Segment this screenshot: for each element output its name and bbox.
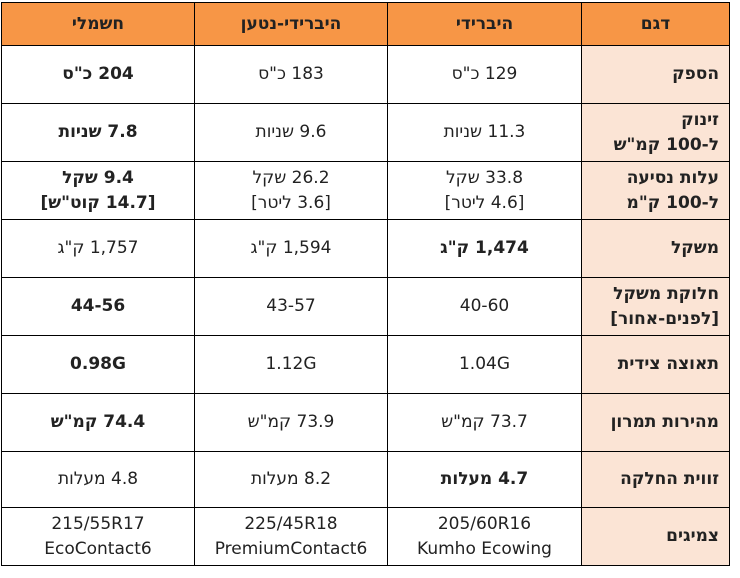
cell-cost-electric-consumption: [14.7 קוט"ש]	[40, 192, 156, 213]
label-power: הספק	[581, 45, 730, 104]
cell-slip-angle-plugin-hybrid: 8.2 מעלות	[194, 451, 388, 508]
label-acceleration: זינוק ל-100 קמ"ש	[581, 103, 730, 162]
cell-acceleration-electric: 7.8 שניות	[1, 103, 195, 162]
row-weight-distribution: חלוקת משקל [לפנים-אחור] 40-60 43-57 44-5…	[1, 277, 730, 336]
cell-tires-electric-size: 215/55R17	[51, 513, 145, 534]
label-acceleration-line1: זינוק	[681, 109, 719, 130]
row-power: הספק 129 כ"ס 183 כ"ס 204 כ"ס	[1, 45, 730, 104]
header-row: דגם היברידי היברידי-נטען חשמלי	[1, 2, 730, 46]
comparison-table-wrapper: דגם היברידי היברידי-נטען חשמלי הספק 129 …	[1, 2, 730, 566]
cell-tires-hybrid-size: 205/60R16	[437, 513, 532, 534]
cell-weight-plugin-hybrid: 1,594 ק"ג	[194, 219, 388, 278]
row-lateral-g: תאוצה צידית 1.04G 1.12G 0.98G	[1, 335, 730, 394]
row-tires: צמיגים 205/60R16 Kumho Ecowing 225/45R18…	[1, 507, 730, 566]
cell-slalom-speed-hybrid: 73.7 קמ"ש	[387, 393, 582, 452]
cell-weight-electric: 1,757 ק"ג	[1, 219, 195, 278]
label-cost: עלות נסיעה ל-100 ק"מ	[581, 161, 730, 220]
label-tires: צמיגים	[581, 507, 730, 566]
cell-cost-electric-price: 9.4 שקל	[62, 167, 134, 188]
row-slalom-speed: מהירות תמרון 73.7 קמ"ש 73.9 קמ"ש 74.4 קמ…	[1, 393, 730, 452]
header-electric: חשמלי	[1, 2, 195, 46]
cell-cost-plugin-hybrid-price: 26.2 שקל	[252, 167, 330, 188]
label-cost-line1: עלות נסיעה	[626, 167, 719, 188]
cell-cost-plugin-hybrid: 26.2 שקל [3.6 ליטר]	[194, 161, 388, 220]
label-weight-distribution: חלוקת משקל [לפנים-אחור]	[581, 277, 730, 336]
cell-lateral-g-electric: 0.98G	[1, 335, 195, 394]
comparison-table: דגם היברידי היברידי-נטען חשמלי הספק 129 …	[1, 2, 730, 566]
cell-weight-distribution-electric: 44-56	[1, 277, 195, 336]
cell-tires-plugin-hybrid: 225/45R18 PremiumContact6	[194, 507, 388, 566]
cell-tires-hybrid: 205/60R16 Kumho Ecowing	[387, 507, 582, 566]
header-model: דגם	[581, 2, 730, 46]
label-acceleration-line2: ל-100 קמ"ש	[613, 134, 719, 155]
cell-tires-plugin-hybrid-model: PremiumContact6	[214, 538, 368, 559]
label-cost-line2: ל-100 ק"מ	[626, 192, 719, 213]
label-slip-angle: זווית החלקה	[581, 451, 730, 508]
label-slalom-speed: מהירות תמרון	[581, 393, 730, 452]
cell-cost-plugin-hybrid-consumption: [3.6 ליטר]	[251, 192, 331, 213]
cell-cost-hybrid: 33.8 שקל [4.6 ליטר]	[387, 161, 582, 220]
cell-cost-hybrid-consumption: [4.6 ליטר]	[444, 192, 525, 213]
label-weight-distribution-line2: [לפנים-אחור]	[610, 308, 719, 329]
cell-acceleration-plugin-hybrid: 9.6 שניות	[194, 103, 388, 162]
header-hybrid: היברידי	[387, 2, 582, 46]
cell-cost-hybrid-price: 33.8 שקל	[445, 167, 524, 188]
cell-lateral-g-plugin-hybrid: 1.12G	[194, 335, 388, 394]
cell-slalom-speed-plugin-hybrid: 73.9 קמ"ש	[194, 393, 388, 452]
cell-acceleration-hybrid: 11.3 שניות	[387, 103, 582, 162]
cell-weight-hybrid: 1,474 ק"ג	[387, 219, 582, 278]
cell-tires-hybrid-model: Kumho Ecowing	[417, 538, 552, 559]
row-slip-angle: זווית החלקה 4.7 מעלות 8.2 מעלות 4.8 מעלו…	[1, 451, 730, 508]
cell-slalom-speed-electric: 74.4 קמ"ש	[1, 393, 195, 452]
cell-lateral-g-hybrid: 1.04G	[387, 335, 582, 394]
cell-slip-angle-electric: 4.8 מעלות	[1, 451, 195, 508]
cell-power-hybrid: 129 כ"ס	[387, 45, 582, 104]
cell-tires-electric: 215/55R17 EcoContact6	[1, 507, 195, 566]
label-lateral-g: תאוצה צידית	[581, 335, 730, 394]
cell-power-electric: 204 כ"ס	[1, 45, 195, 104]
cell-weight-distribution-hybrid: 40-60	[387, 277, 582, 336]
label-weight-distribution-line1: חלוקת משקל	[613, 283, 719, 304]
row-acceleration: זינוק ל-100 קמ"ש 11.3 שניות 9.6 שניות 7.…	[1, 103, 730, 162]
row-cost: עלות נסיעה ל-100 ק"מ 33.8 שקל [4.6 ליטר]…	[1, 161, 730, 220]
label-weight: משקל	[581, 219, 730, 278]
cell-tires-plugin-hybrid-size: 225/45R18	[244, 513, 338, 534]
header-plugin-hybrid: היברידי-נטען	[194, 2, 388, 46]
cell-power-plugin-hybrid: 183 כ"ס	[194, 45, 388, 104]
cell-slip-angle-hybrid: 4.7 מעלות	[387, 451, 582, 508]
cell-cost-electric: 9.4 שקל [14.7 קוט"ש]	[1, 161, 195, 220]
cell-weight-distribution-plugin-hybrid: 43-57	[194, 277, 388, 336]
cell-tires-electric-model: EcoContact6	[44, 538, 152, 559]
row-weight: משקל 1,474 ק"ג 1,594 ק"ג 1,757 ק"ג	[1, 219, 730, 278]
